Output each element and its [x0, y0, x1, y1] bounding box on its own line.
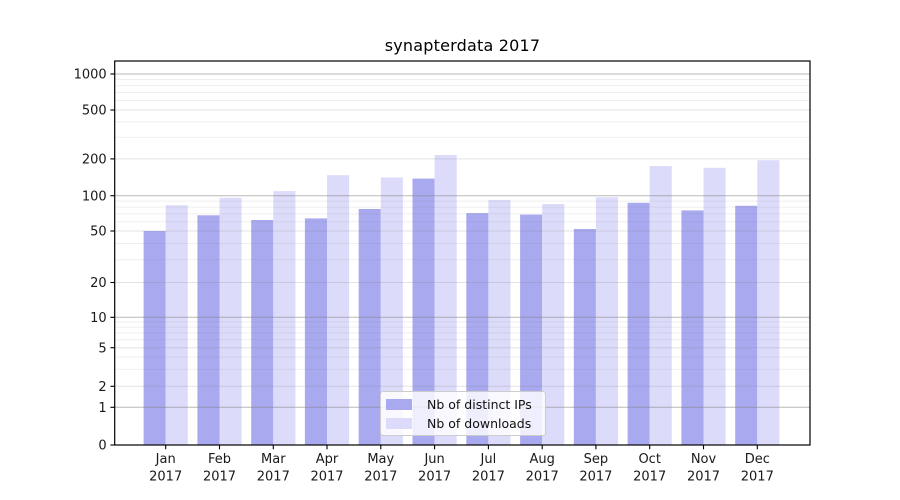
axes — [114, 60, 811, 446]
x-tick-label-year: 2017 — [257, 470, 290, 485]
x-tick-label-month: May — [367, 452, 394, 467]
x-tick-label-year: 2017 — [418, 470, 451, 485]
legend-item-downloads: Nb of downloads — [386, 415, 539, 432]
bar-distinct-ips-sep — [573, 229, 596, 445]
x-tick-label-year: 2017 — [633, 470, 666, 485]
x-tick-label-year: 2017 — [526, 470, 559, 485]
y-tick-label: 1000 — [74, 68, 107, 83]
legend-label-downloads: Nb of downloads — [427, 415, 532, 431]
bar-distinct-ips-jun — [412, 178, 435, 445]
x-tick-label-month: Jun — [423, 452, 444, 467]
x-tick-label-year: 2017 — [687, 470, 720, 485]
y-tick-label: 50 — [90, 225, 107, 240]
x-tick-label-month: Apr — [316, 452, 339, 467]
x-tick-label-month: Aug — [530, 452, 555, 467]
x-tick-label-month: Nov — [691, 452, 717, 467]
x-tick-label-year: 2017 — [472, 470, 505, 485]
x-tick-label-month: Jul — [480, 452, 497, 467]
bar-distinct-ips-apr — [304, 218, 327, 445]
bar-downloads-feb — [219, 197, 242, 445]
chart-title: synapterdata 2017 — [384, 36, 541, 55]
x-tick-label-month: Mar — [261, 452, 286, 467]
bar-downloads-dec — [757, 160, 780, 445]
gridlines — [114, 73, 810, 408]
y-tick-label: 10 — [90, 311, 107, 326]
bar-downloads-oct — [649, 166, 672, 445]
y-tick-label: 1 — [98, 401, 106, 416]
bar-distinct-ips-may — [358, 209, 381, 445]
x-tick-label-year: 2017 — [741, 470, 774, 485]
bar-downloads-jun — [434, 155, 457, 445]
bar-distinct-ips-jan — [143, 231, 166, 445]
legend-swatch-distinct-ips-icon — [386, 398, 412, 410]
bars — [143, 155, 780, 446]
bar-distinct-ips-aug — [520, 214, 543, 445]
bar-downloads-sep — [595, 197, 618, 445]
x-tick-label-month: Oct — [638, 452, 660, 467]
y-tick-label: 2 — [98, 380, 106, 395]
bar-downloads-aug — [542, 204, 565, 445]
x-tick-label-year: 2017 — [203, 470, 236, 485]
y-tick-label: 100 — [82, 189, 107, 204]
x-tick-label-month: Dec — [745, 452, 770, 467]
bar-downloads-apr — [327, 175, 350, 445]
y-tick-label: 200 — [82, 153, 107, 168]
legend-item-distinct-ips: Nb of distinct IPs — [386, 396, 539, 413]
x-tick-label-month: Sep — [584, 452, 609, 467]
bar-downloads-jan — [165, 205, 188, 445]
bar-distinct-ips-mar — [251, 220, 274, 445]
y-tick-label: 20 — [90, 276, 107, 291]
bar-downloads-mar — [273, 191, 296, 445]
bar-distinct-ips-jul — [466, 213, 489, 445]
legend-label-distinct-ips: Nb of distinct IPs — [427, 396, 532, 412]
y-tick-label: 0 — [98, 439, 106, 454]
x-tick-label-month: Jan — [155, 452, 176, 467]
x-tick-label-month: Feb — [208, 452, 231, 467]
plot-border — [114, 60, 811, 446]
bar-distinct-ips-nov — [681, 210, 704, 445]
y-tick-label: 5 — [98, 341, 106, 356]
bar-downloads-jul — [488, 199, 511, 445]
bar-distinct-ips-dec — [735, 205, 758, 445]
bar-distinct-ips-oct — [627, 202, 650, 445]
x-tick-label-year: 2017 — [310, 470, 343, 485]
x-tick-label-year: 2017 — [579, 470, 612, 485]
bar-downloads-may — [380, 177, 403, 445]
bar-downloads-nov — [703, 167, 726, 446]
bar-distinct-ips-feb — [197, 215, 220, 445]
legend-swatch-downloads-icon — [386, 417, 412, 429]
x-tick-label-year: 2017 — [149, 470, 182, 485]
x-axis-labels: Jan 2017 Feb 2017 Mar 2017 Apr 2017 May 2017 Jun 20… — [149, 452, 774, 485]
x-tick-label-year: 2017 — [364, 470, 397, 485]
y-tick-label: 500 — [82, 104, 107, 119]
tick-marks — [110, 73, 758, 450]
legend: Nb of distinct IPs Nb of downloads — [380, 391, 546, 436]
